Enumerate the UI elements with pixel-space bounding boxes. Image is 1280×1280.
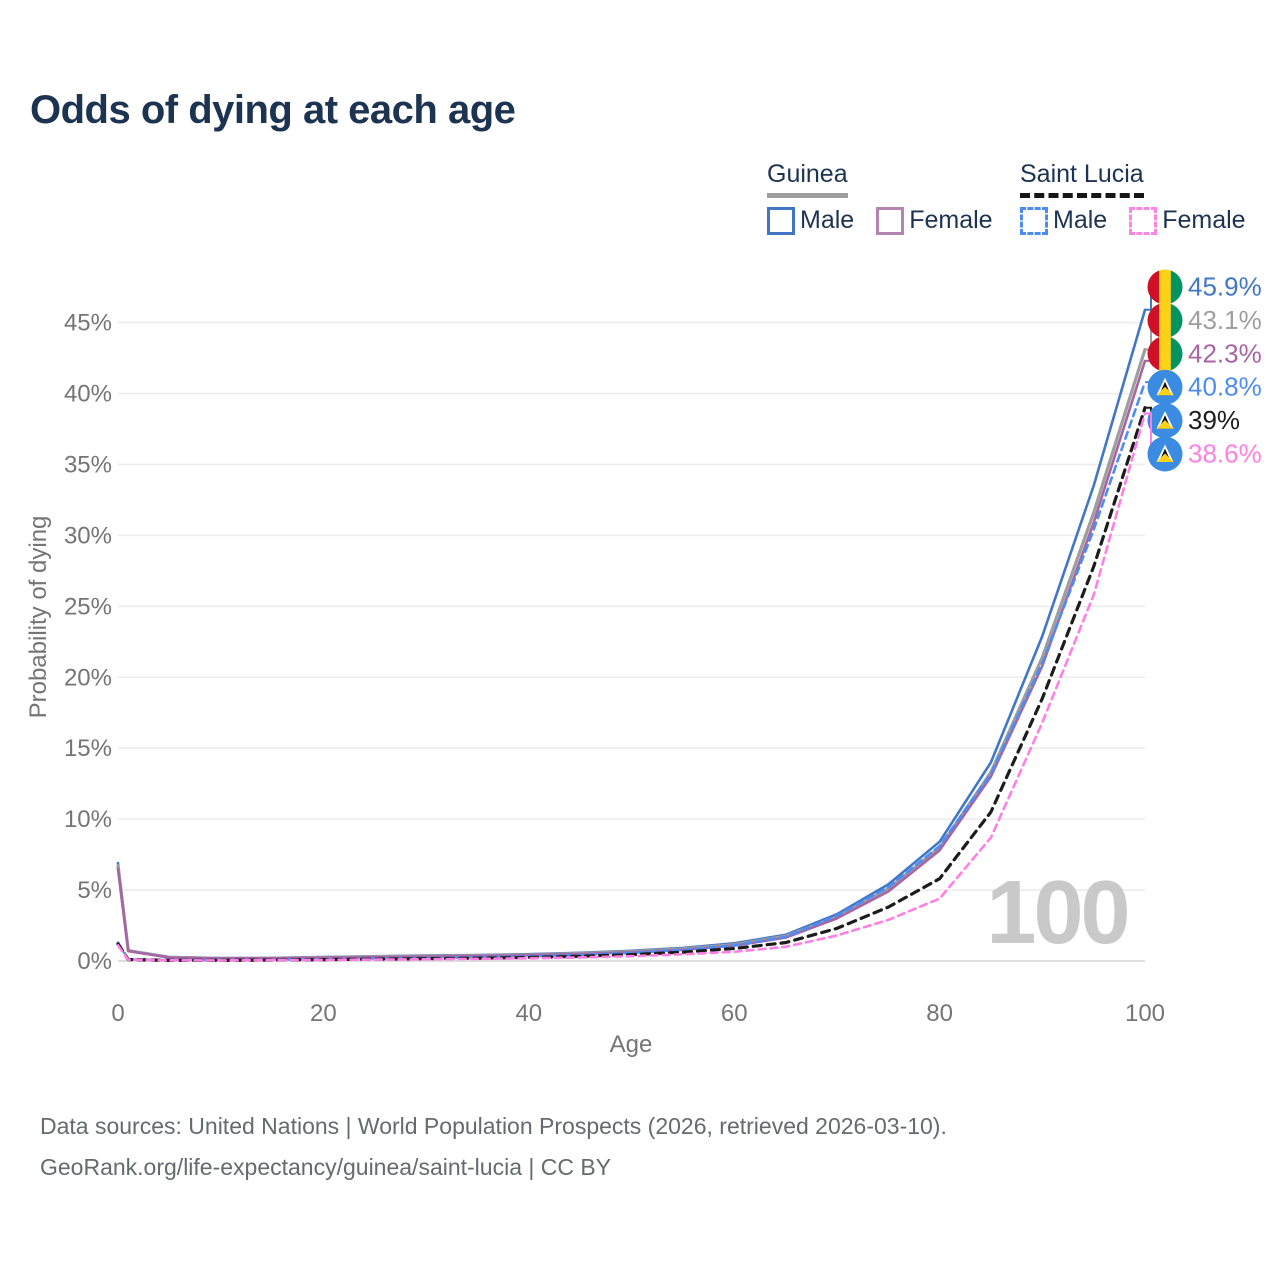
y-tick-label: 40% [64,381,112,408]
end-value-label: 42.3% [1188,338,1262,368]
series-line-saint-lucia [116,406,1147,962]
y-tick-label: 15% [64,735,112,762]
legend-item-saint-lucia-male[interactable]: Male [1020,206,1107,235]
end-value-label: 38.6% [1188,439,1262,469]
guinea-female-swatch-icon [876,206,905,235]
y-tick-label: 35% [64,451,112,478]
y-tick-label: 30% [64,522,112,549]
legend-item-label: Female [909,206,993,234]
end-value-label: 45.9% [1188,272,1262,302]
y-tick-label: 10% [64,806,112,833]
x-tick-label: 40 [515,1000,542,1027]
saint-lucia-male-swatch-icon [1020,206,1048,235]
legend-country-guinea[interactable]: Guinea [767,160,848,198]
y-tick-label: 25% [64,593,112,620]
y-tick-label: 45% [64,310,112,337]
x-axis-title: Age [610,1031,653,1058]
legend-item-label: Male [1053,206,1108,234]
hovered-age-watermark: 100 [986,863,1127,963]
page-title: Odds of dying at each age [30,88,516,132]
saint-lucia-female-swatch-icon [1129,206,1158,235]
guinea-flag-icon [1147,336,1183,372]
x-tick-label: 100 [1125,1000,1165,1027]
x-tick-label: 0 [111,1000,124,1027]
legend-group-saint-lucia: Saint Lucia Male Female [1020,160,1246,235]
data-sources-text: Data sources: United Nations | World Pop… [40,1113,947,1139]
saint-lucia-flag-icon [1147,436,1183,472]
x-tick-label: 20 [310,1000,337,1027]
series-line-saint-lucia-female [116,412,1147,962]
saint-lucia-flag-icon [1147,369,1183,405]
series-line-guinea-male [116,308,1147,960]
guinea-flag-icon [1147,269,1183,305]
end-value-label: 43.1% [1188,305,1262,335]
guinea-male-swatch-icon [767,206,795,235]
legend-group-guinea: Guinea Male Female [767,160,993,235]
y-tick-label: 20% [64,664,112,691]
legend-item-label: Male [800,206,855,234]
end-value-label: 40.8% [1188,372,1262,402]
legend-row-guinea: Male Female [767,206,993,235]
y-tick-label: 0% [77,948,112,975]
legend-item-guinea-male[interactable]: Male [767,206,854,235]
x-tick-label: 80 [926,1000,953,1027]
attribution-text: GeoRank.org/life-expectancy/guinea/saint… [40,1154,612,1180]
end-value-label: 39% [1188,405,1240,435]
x-tick-label: 60 [721,1000,748,1027]
legend-item-guinea-female[interactable]: Female [876,206,993,235]
y-tick-label: 5% [77,877,112,904]
footer: Data sources: United Nations | World Pop… [40,1106,947,1188]
saint-lucia-flag-icon [1147,403,1183,439]
legend-country-saint-lucia[interactable]: Saint Lucia [1020,160,1144,198]
y-axis-title: Probability of dying [25,516,52,719]
legend-item-saint-lucia-female[interactable]: Female [1129,206,1246,235]
legend-item-label: Female [1162,206,1246,234]
guinea-flag-icon [1147,302,1183,338]
legend-row-saint-lucia: Male Female [1020,206,1246,235]
legend: Guinea Male Female Saint Lucia Male Fema… [0,160,1280,250]
